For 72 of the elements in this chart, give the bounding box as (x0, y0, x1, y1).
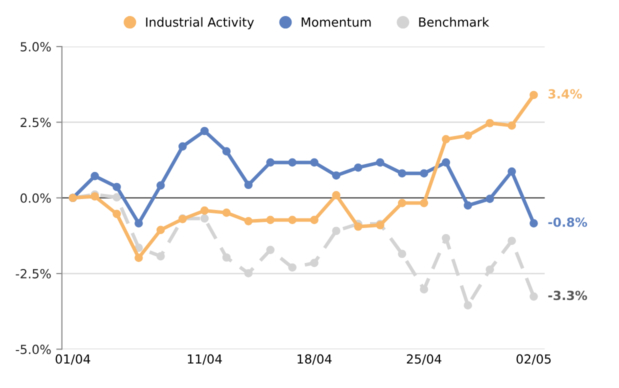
point (266, 216, 275, 224)
point (464, 131, 472, 140)
point (200, 126, 209, 136)
point (420, 169, 428, 178)
point (310, 258, 318, 268)
y-tick-label: 5.0% (20, 42, 51, 52)
point (332, 190, 340, 200)
point (288, 216, 297, 224)
point (310, 216, 318, 224)
point (90, 172, 99, 180)
point (310, 158, 318, 167)
point (134, 219, 143, 228)
data-label: -3.3% (548, 290, 588, 300)
point (508, 167, 516, 176)
y-tick-label: -5.0% (16, 344, 51, 354)
point (112, 210, 121, 218)
point (244, 217, 253, 226)
point (398, 169, 406, 178)
legend-label: Benchmark (419, 17, 490, 27)
point (134, 254, 143, 262)
point (332, 171, 340, 180)
point (244, 180, 253, 190)
y-tick-label: 0.0% (20, 193, 51, 203)
point (442, 158, 450, 167)
data-label: -0.8% (548, 217, 588, 227)
point (530, 219, 538, 228)
point (222, 208, 231, 217)
point (134, 244, 143, 252)
point (398, 198, 406, 208)
point (442, 234, 450, 242)
point (508, 236, 516, 246)
point (222, 253, 231, 262)
point (486, 265, 494, 274)
point (530, 90, 538, 100)
legend-label: Momentum (302, 18, 371, 27)
point (354, 163, 362, 172)
point (508, 121, 516, 130)
point (398, 250, 406, 258)
data-label: 3.4% (548, 89, 582, 99)
point (464, 301, 472, 310)
point (376, 158, 384, 167)
point (244, 269, 253, 278)
y-tick-label: 2.5% (20, 118, 51, 128)
point (288, 263, 297, 272)
point (222, 147, 231, 156)
point (200, 214, 209, 223)
point (420, 285, 428, 294)
point (156, 226, 165, 234)
legend-label: Industrial Activity (146, 17, 254, 30)
x-tick-label: 18/04 (298, 354, 332, 365)
point (464, 201, 472, 210)
point (442, 135, 450, 144)
x-tick-label: 25/04 (406, 354, 442, 365)
point (530, 292, 538, 301)
point (354, 222, 362, 231)
point (486, 118, 494, 128)
point (200, 206, 209, 215)
point (288, 158, 297, 167)
point (178, 142, 187, 151)
point (266, 246, 275, 254)
point (112, 193, 121, 202)
point (112, 182, 121, 192)
point (266, 158, 275, 167)
point (486, 194, 494, 203)
point (156, 181, 165, 190)
point (156, 252, 165, 260)
point (420, 198, 428, 208)
x-tick-label: 02/05 (516, 354, 551, 365)
x-tick-label: 01/04 (56, 354, 90, 365)
y-tick-label: -2.5% (16, 269, 51, 278)
x-tick-label: 11/04 (188, 354, 222, 365)
point (332, 226, 340, 236)
